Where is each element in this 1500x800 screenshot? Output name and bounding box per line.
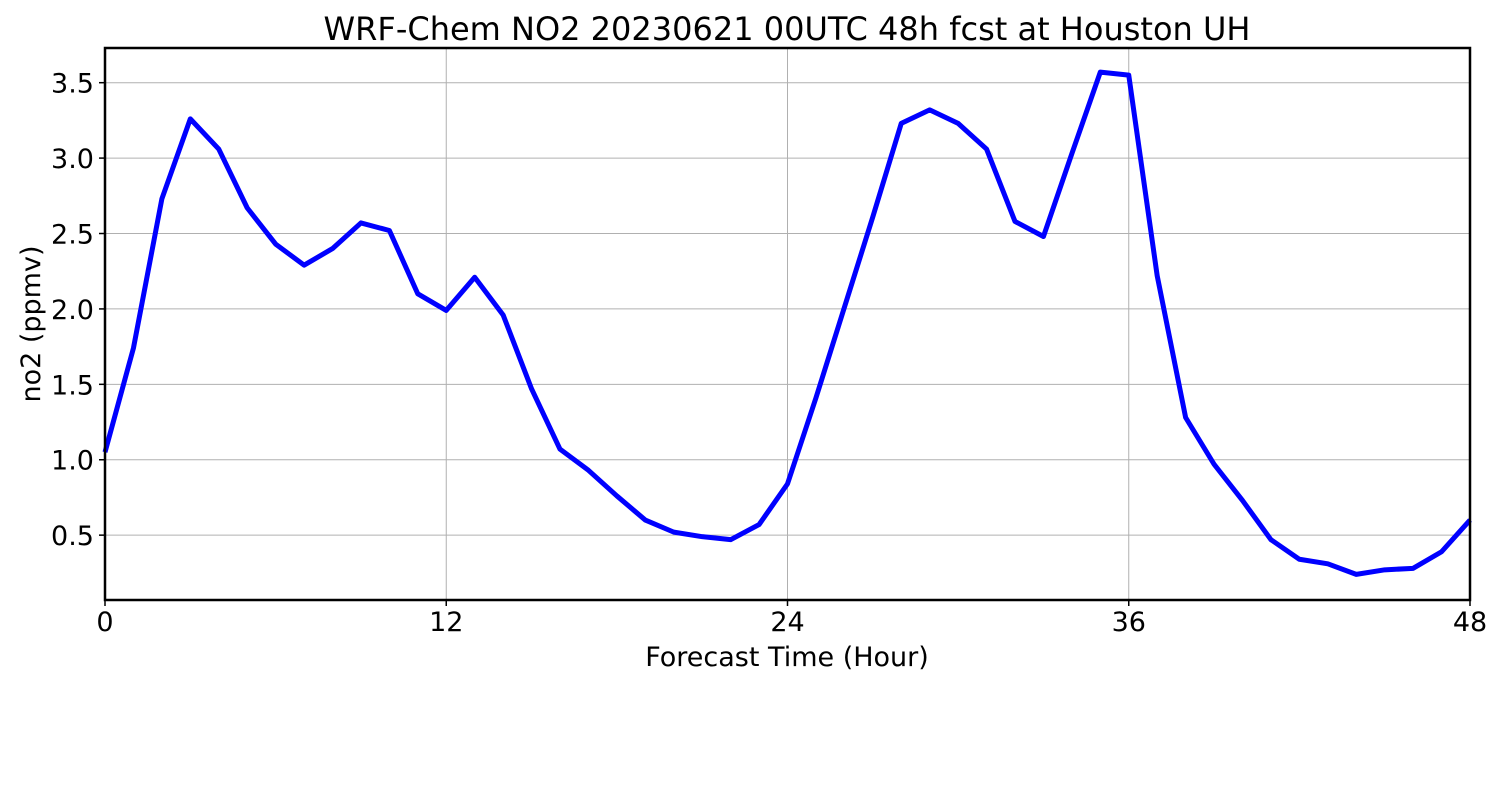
axis-ticks: 0 12 24 36 48 0.5 1.0 1.5 2.0 2.5 3.0 3.5 bbox=[51, 69, 1487, 638]
chart-title: WRF-Chem NO2 20230621 00UTC 48h fcst at … bbox=[324, 10, 1251, 48]
y-axis-label: no2 (ppmv) bbox=[16, 245, 47, 402]
y-tick-label: 2.5 bbox=[51, 220, 94, 251]
y-tick-label: 1.0 bbox=[51, 446, 94, 477]
y-tick-label: 0.5 bbox=[51, 521, 94, 552]
y-tick-label: 3.5 bbox=[51, 69, 94, 100]
x-axis-label: Forecast Time (Hour) bbox=[645, 642, 929, 673]
no2-series-line bbox=[102, 69, 1472, 577]
x-tick-label: 24 bbox=[770, 607, 804, 638]
y-tick-label: 2.0 bbox=[51, 295, 94, 326]
x-tick-label: 12 bbox=[429, 607, 463, 638]
x-tick-label: 48 bbox=[1453, 607, 1487, 638]
x-tick-label: 0 bbox=[96, 607, 113, 638]
grid-lines bbox=[105, 48, 1470, 600]
x-tick-label: 36 bbox=[1112, 607, 1146, 638]
y-tick-label: 1.5 bbox=[51, 370, 94, 401]
y-tick-label: 3.0 bbox=[51, 144, 94, 175]
series-layer bbox=[102, 69, 1472, 577]
